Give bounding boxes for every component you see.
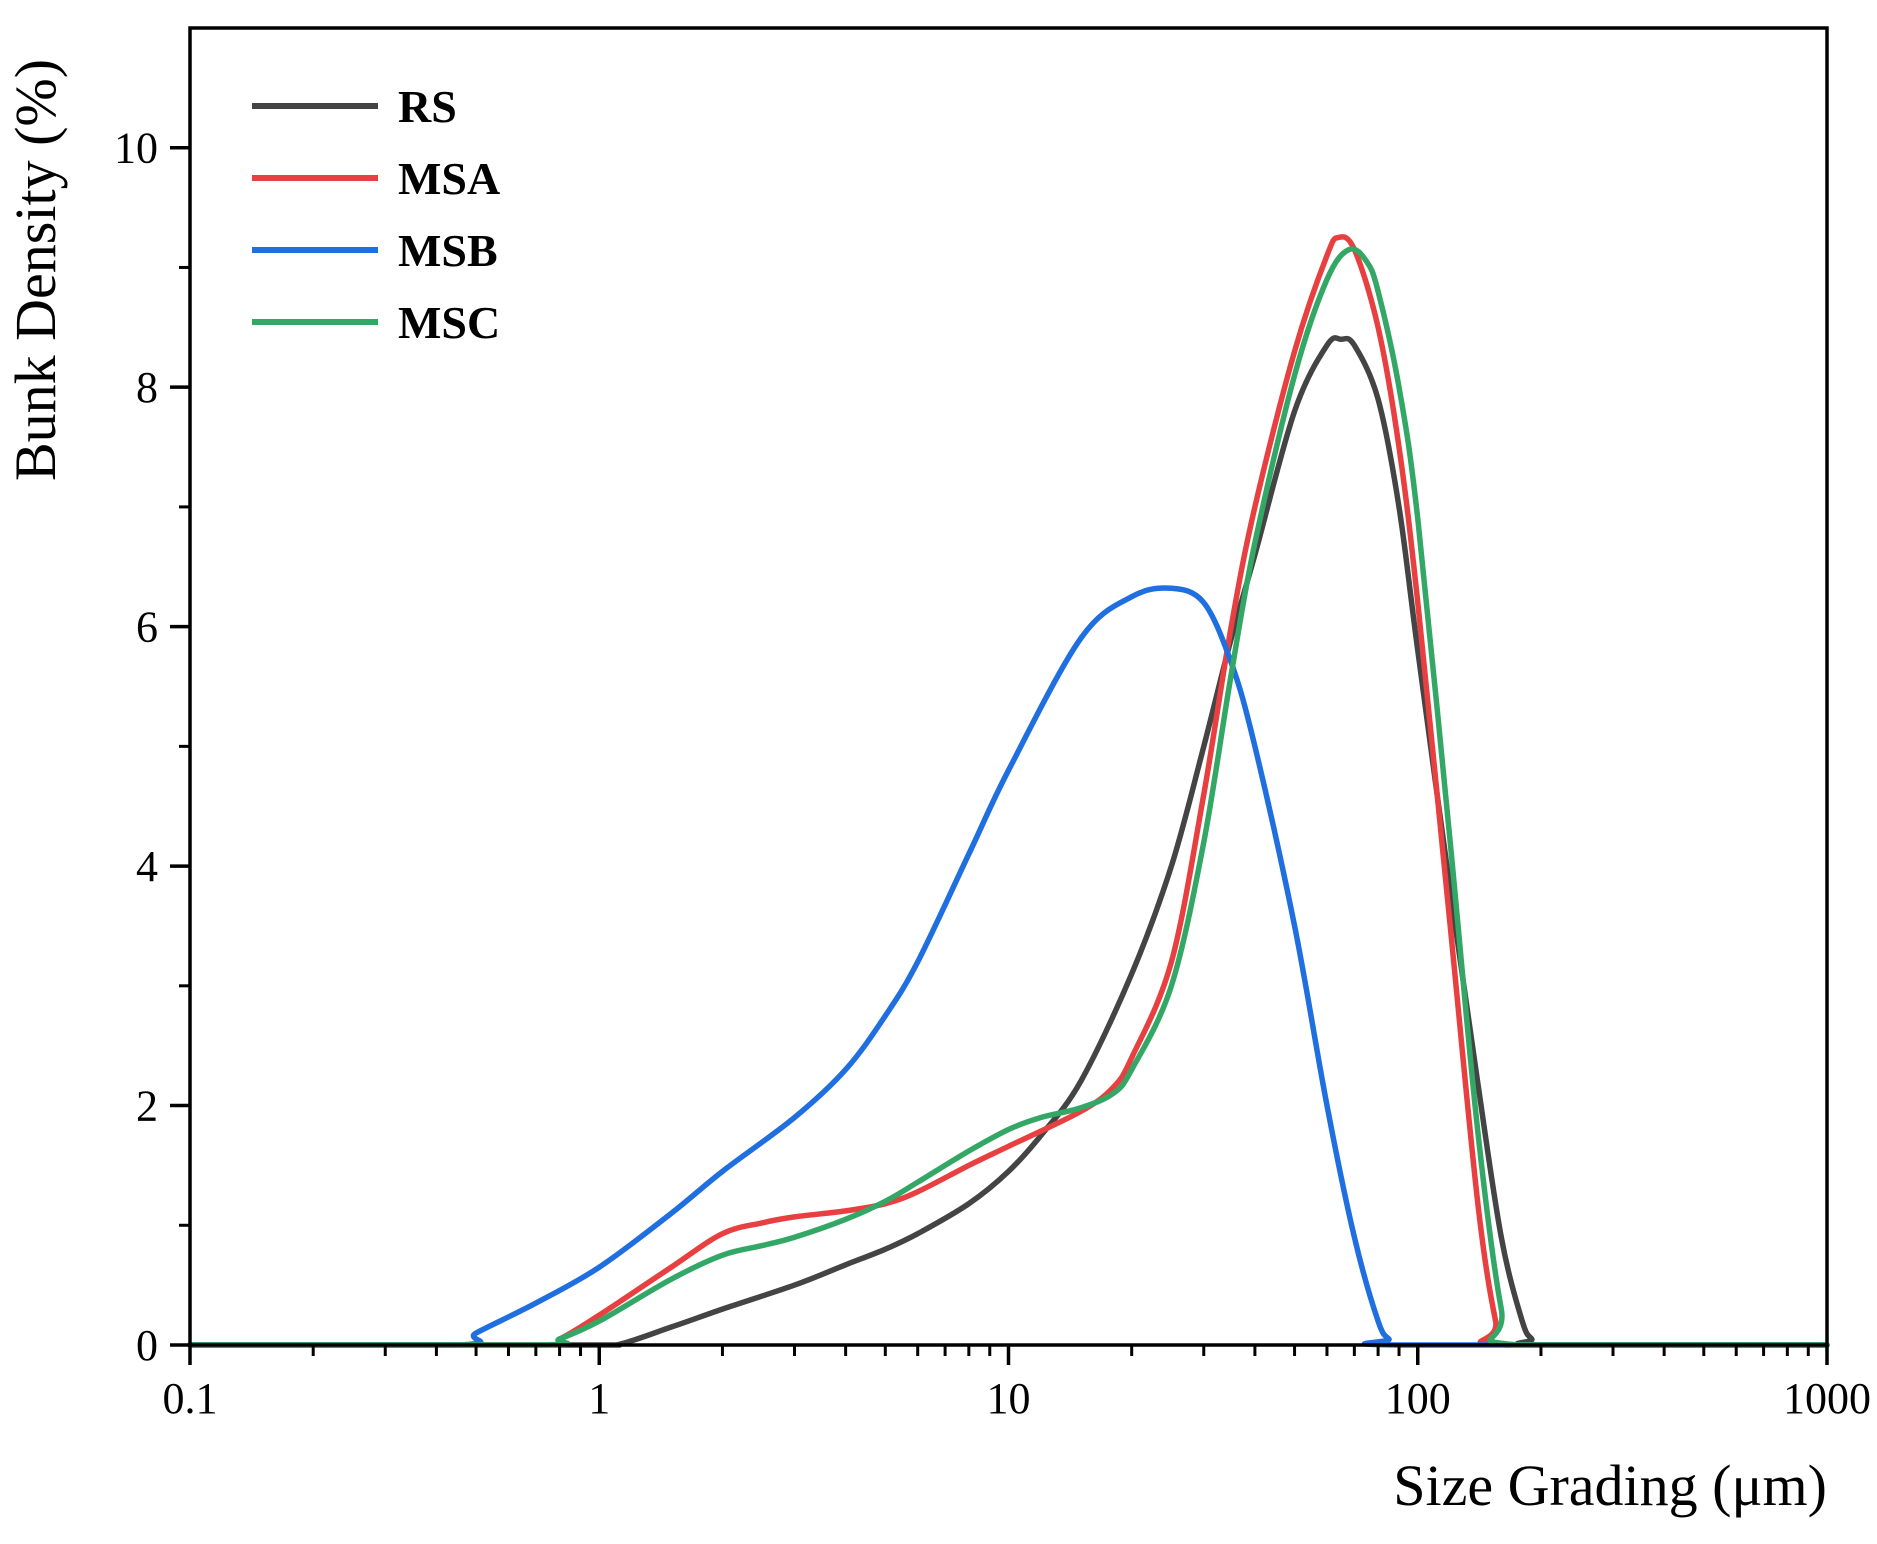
y-tick-label: 8 — [136, 363, 158, 412]
x-tick-label: 10 — [987, 1374, 1031, 1423]
x-tick-label: 1 — [588, 1374, 610, 1423]
x-axis-title: Size Grading (μm) — [1393, 1453, 1827, 1518]
legend-label-rs: RS — [398, 81, 457, 132]
series-line-msa — [187, 234, 1830, 1348]
series-line-msc — [187, 246, 1830, 1348]
legend-label-msb: MSB — [398, 225, 498, 276]
legend: RS MSA MSB MSC — [252, 81, 500, 348]
series-line-rs — [187, 335, 1830, 1348]
y-tick-label: 6 — [136, 603, 158, 652]
series-line-msb — [187, 585, 1830, 1348]
x-tick-label: 0.1 — [163, 1374, 218, 1423]
y-tick-label: 0 — [136, 1321, 158, 1370]
y-tick-label: 4 — [136, 842, 158, 891]
y-tick-label: 2 — [136, 1082, 158, 1131]
legend-label-msa: MSA — [398, 153, 500, 204]
x-tick-label: 1000 — [1783, 1374, 1871, 1423]
legend-label-msc: MSC — [398, 297, 500, 348]
y-axis-title: Bunk Density (%) — [3, 59, 68, 481]
y-tick-label: 10 — [114, 124, 158, 173]
x-tick-label: 100 — [1385, 1374, 1451, 1423]
